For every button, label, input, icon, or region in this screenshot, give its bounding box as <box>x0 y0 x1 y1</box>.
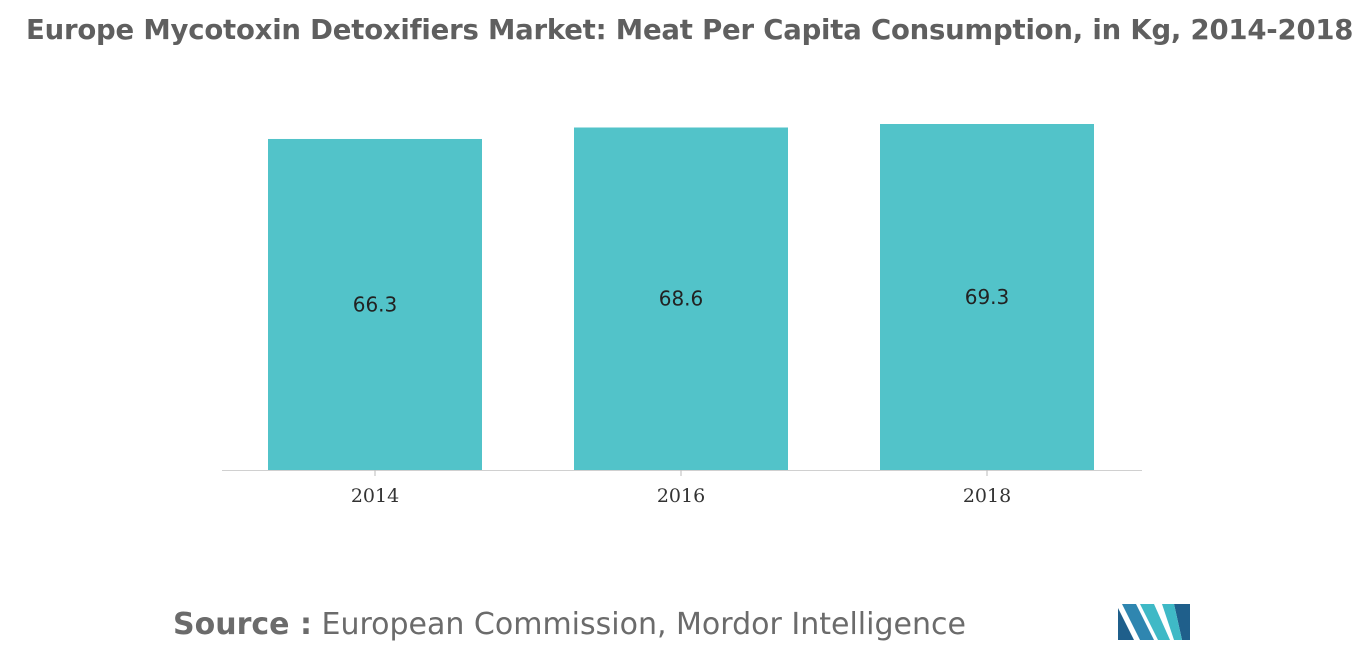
bar-chart: 66.3 2014 68.6 2016 69.3 2018 <box>222 124 1142 507</box>
logo-right-light <box>1162 604 1182 640</box>
value-label-2018: 69.3 <box>965 285 1010 309</box>
source-note: Source : European Commission, Mordor Int… <box>173 607 966 642</box>
chart-title: Europe Mycotoxin Detoxifiers Market: Mea… <box>26 14 1354 46</box>
logo-left-shape <box>1118 608 1134 640</box>
logo-mid-light <box>1140 604 1170 640</box>
tick-label-2014: 2014 <box>351 485 399 507</box>
logo-mid-dark <box>1122 604 1154 640</box>
source-label: Source : <box>173 607 312 642</box>
bar-2014 <box>268 138 482 471</box>
source-text: European Commission, Mordor Intelligence <box>321 607 966 642</box>
mordor-intelligence-logo-icon <box>1118 604 1190 640</box>
bar-2016 <box>574 127 788 471</box>
bar-2018 <box>880 124 1094 470</box>
logo-right-shape <box>1174 604 1190 640</box>
tick-label-2018: 2018 <box>963 485 1011 507</box>
value-label-2014: 66.3 <box>353 292 398 316</box>
value-label-2016: 68.6 <box>659 287 704 311</box>
tick-label-2016: 2016 <box>657 485 705 507</box>
